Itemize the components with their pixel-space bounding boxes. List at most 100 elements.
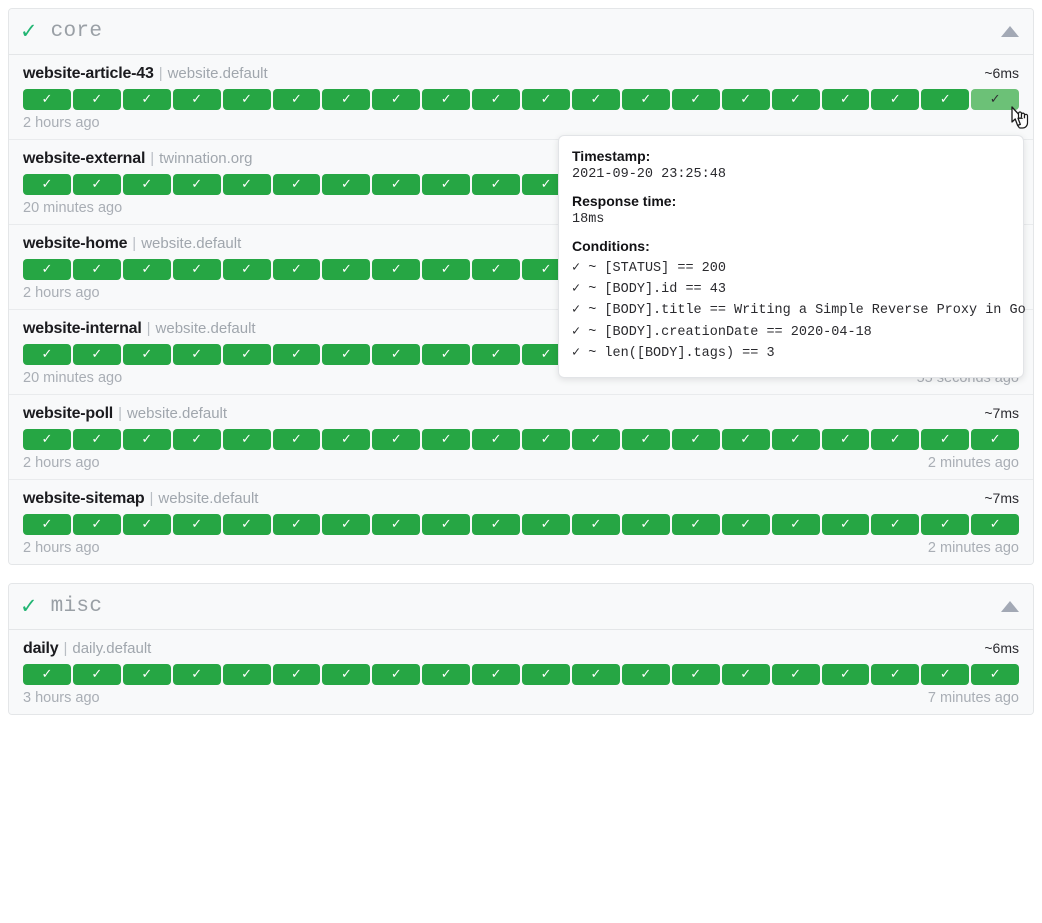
- status-box[interactable]: ✓: [372, 429, 421, 450]
- status-box[interactable]: ✓: [871, 664, 920, 685]
- status-box[interactable]: ✓: [72, 89, 121, 110]
- status-box[interactable]: ✓: [721, 89, 770, 110]
- status-box[interactable]: ✓: [222, 174, 271, 195]
- status-box[interactable]: ✓: [621, 89, 670, 110]
- status-box[interactable]: ✓: [621, 664, 670, 685]
- status-box[interactable]: ✓: [122, 89, 171, 110]
- status-box[interactable]: ✓: [172, 344, 221, 365]
- status-box[interactable]: ✓: [921, 429, 970, 450]
- status-box[interactable]: ✓: [522, 174, 570, 195]
- status-box[interactable]: ✓: [771, 514, 820, 535]
- status-box[interactable]: ✓: [122, 259, 171, 280]
- status-box[interactable]: ✓: [671, 514, 720, 535]
- status-box[interactable]: ✓: [522, 664, 570, 685]
- status-box[interactable]: ✓: [372, 89, 421, 110]
- status-box[interactable]: ✓: [821, 664, 870, 685]
- status-box[interactable]: ✓: [422, 89, 471, 110]
- status-box[interactable]: ✓: [721, 514, 770, 535]
- status-box[interactable]: ✓: [422, 429, 471, 450]
- status-box[interactable]: ✓: [172, 174, 221, 195]
- status-box[interactable]: ✓: [222, 344, 271, 365]
- status-box[interactable]: ✓: [272, 89, 321, 110]
- status-box[interactable]: ✓: [23, 344, 71, 365]
- group-header-core[interactable]: ✓ core: [9, 9, 1033, 55]
- status-box[interactable]: ✓: [222, 89, 271, 110]
- status-box[interactable]: ✓: [621, 514, 670, 535]
- status-box[interactable]: ✓: [272, 259, 321, 280]
- status-box[interactable]: ✓: [422, 344, 471, 365]
- status-box[interactable]: ✓: [522, 89, 570, 110]
- group-header-misc[interactable]: ✓ misc: [9, 584, 1033, 630]
- status-box[interactable]: ✓: [222, 664, 271, 685]
- status-box[interactable]: ✓: [721, 664, 770, 685]
- status-box[interactable]: ✓: [122, 514, 171, 535]
- caret-up-icon[interactable]: [1001, 26, 1019, 37]
- status-box[interactable]: ✓: [871, 89, 920, 110]
- status-box[interactable]: ✓: [422, 259, 471, 280]
- status-box[interactable]: ✓: [72, 259, 121, 280]
- status-box[interactable]: ✓: [522, 344, 570, 365]
- status-box[interactable]: ✓: [372, 259, 421, 280]
- status-box[interactable]: ✓: [122, 664, 171, 685]
- status-box[interactable]: ✓: [322, 174, 371, 195]
- status-box[interactable]: ✓: [871, 514, 920, 535]
- status-box[interactable]: ✓: [821, 429, 870, 450]
- status-box[interactable]: ✓: [222, 514, 271, 535]
- status-box[interactable]: ✓: [122, 429, 171, 450]
- endpoint-name[interactable]: website-external: [23, 150, 146, 167]
- endpoint-name[interactable]: website-article-43: [23, 65, 154, 82]
- status-box[interactable]: ✓: [72, 429, 121, 450]
- status-box[interactable]: ✓: [522, 514, 570, 535]
- status-box[interactable]: ✓: [72, 344, 121, 365]
- status-box[interactable]: ✓: [621, 429, 670, 450]
- status-box[interactable]: ✓: [272, 664, 321, 685]
- status-box[interactable]: ✓: [771, 664, 820, 685]
- status-box[interactable]: ✓: [671, 89, 720, 110]
- status-box[interactable]: ✓: [971, 514, 1020, 535]
- status-box[interactable]: ✓: [372, 174, 421, 195]
- endpoint-name[interactable]: website-home: [23, 235, 128, 252]
- status-box[interactable]: ✓: [272, 514, 321, 535]
- status-box[interactable]: ✓: [771, 429, 820, 450]
- status-box[interactable]: ✓: [871, 429, 920, 450]
- status-box[interactable]: ✓: [23, 429, 71, 450]
- status-box[interactable]: ✓: [921, 514, 970, 535]
- status-box[interactable]: ✓: [23, 89, 71, 110]
- status-box[interactable]: ✓: [322, 514, 371, 535]
- status-box[interactable]: ✓: [422, 174, 471, 195]
- status-box[interactable]: ✓: [522, 429, 570, 450]
- status-box[interactable]: ✓: [272, 174, 321, 195]
- status-box[interactable]: ✓: [322, 664, 371, 685]
- status-box[interactable]: ✓: [322, 89, 371, 110]
- status-box[interactable]: ✓: [472, 664, 521, 685]
- status-box[interactable]: ✓: [571, 429, 620, 450]
- status-box[interactable]: ✓: [921, 89, 970, 110]
- status-box[interactable]: ✓: [472, 89, 521, 110]
- status-box[interactable]: ✓: [172, 89, 221, 110]
- status-box[interactable]: ✓: [23, 259, 71, 280]
- status-box[interactable]: ✓: [821, 89, 870, 110]
- status-box[interactable]: ✓: [222, 259, 271, 280]
- status-box[interactable]: ✓: [172, 259, 221, 280]
- status-box[interactable]: ✓: [821, 514, 870, 535]
- status-box[interactable]: ✓: [472, 259, 521, 280]
- status-box[interactable]: ✓: [172, 664, 221, 685]
- status-box[interactable]: ✓: [172, 514, 221, 535]
- status-box[interactable]: ✓: [272, 344, 321, 365]
- status-box[interactable]: ✓: [472, 429, 521, 450]
- status-box[interactable]: ✓: [372, 514, 421, 535]
- status-box[interactable]: ✓: [372, 344, 421, 365]
- endpoint-name[interactable]: website-internal: [23, 320, 142, 337]
- status-box[interactable]: ✓: [372, 664, 421, 685]
- status-box[interactable]: ✓: [72, 174, 121, 195]
- status-box[interactable]: ✓: [422, 664, 471, 685]
- status-box[interactable]: ✓: [72, 664, 121, 685]
- caret-up-icon[interactable]: [1001, 601, 1019, 612]
- status-box[interactable]: ✓: [671, 664, 720, 685]
- status-box[interactable]: ✓: [571, 664, 620, 685]
- status-box[interactable]: ✓: [921, 664, 970, 685]
- status-box[interactable]: ✓: [72, 514, 121, 535]
- status-box[interactable]: ✓: [571, 89, 620, 110]
- status-box[interactable]: ✓: [322, 259, 371, 280]
- endpoint-name[interactable]: daily: [23, 640, 59, 657]
